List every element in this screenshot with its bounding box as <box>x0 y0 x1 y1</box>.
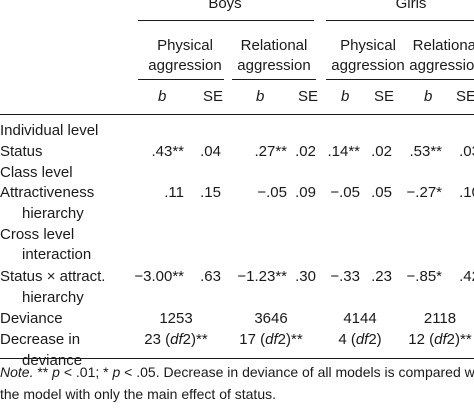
row-label: Deviance <box>0 310 63 327</box>
table-cell: 1253 <box>159 310 193 327</box>
table-cell: .02 <box>371 143 392 160</box>
table-cell: .53** <box>409 143 442 160</box>
group-rule-boys <box>138 20 314 21</box>
table-cell: .30 <box>295 268 316 285</box>
row-label: interaction <box>22 246 92 263</box>
table-cell: .11 <box>164 184 184 201</box>
table-cell: 2118 <box>423 310 457 327</box>
table-cell: 17 (df2)** <box>239 331 303 348</box>
table-cell: −.05 <box>257 184 287 201</box>
table-cell: −.85* <box>406 268 442 285</box>
table-note-line-1: Note. ** p < .01; * p < .05. Decrease in… <box>0 364 474 380</box>
table-cell: .15 <box>200 184 221 201</box>
stat-b-3: b <box>341 88 350 105</box>
table-cell: −.33 <box>330 268 360 285</box>
row-label: Class level <box>0 164 73 181</box>
group-header-girls: Girls <box>395 0 427 12</box>
header-rule <box>0 114 474 115</box>
table-cell: .02 <box>295 143 316 160</box>
table-cell: 4144 <box>343 310 377 327</box>
row-label: Decrease in <box>0 331 81 348</box>
subheader-rule-3 <box>326 79 404 80</box>
stat-b-4: b <box>424 88 433 105</box>
row-label: Individual level <box>0 122 99 139</box>
table-cell: −.27* <box>406 184 442 201</box>
subheader-rule-4 <box>404 79 474 80</box>
row-label: hierarchy <box>22 289 84 306</box>
row-label: Status × attract. <box>0 268 106 285</box>
group-header-boys: Boys <box>208 0 242 12</box>
stat-se-3: SE <box>374 88 395 105</box>
table-cell: 12 (df2)** <box>408 331 472 348</box>
table-cell: .09 <box>295 184 316 201</box>
bottom-rule <box>0 358 474 359</box>
subheader-boys-physical: Physical aggression <box>148 37 222 74</box>
table-cell: .63 <box>200 268 221 285</box>
subheader-rule-2 <box>232 79 316 80</box>
subheader-rule-1 <box>138 79 224 80</box>
table-cell: .27** <box>254 143 287 160</box>
group-rule-girls <box>326 20 474 21</box>
table-cell: −.05 <box>330 184 360 201</box>
stat-b-2: b <box>256 88 265 105</box>
stat-se-4: SE <box>456 88 474 105</box>
table-cell: .14** <box>327 143 360 160</box>
subheader-girls-physical: Physical aggression <box>331 37 405 74</box>
table-cell: 23 (df2)** <box>144 331 208 348</box>
table-note-line-2: the model with only the main effect of s… <box>0 386 277 402</box>
table-cell: .10 <box>459 184 474 201</box>
stat-b-1: b <box>158 88 167 105</box>
row-label: Status <box>0 143 43 160</box>
row-label: deviance <box>22 352 83 369</box>
table-cell: −3.00** <box>134 268 184 285</box>
table-cell: .04 <box>200 143 221 160</box>
table-cell: .03 <box>459 143 474 160</box>
table-cell: .05 <box>371 184 392 201</box>
table-cell: −1.23** <box>237 268 287 285</box>
table-cell: 3646 <box>254 310 288 327</box>
row-label: hierarchy <box>22 205 84 222</box>
table-cell: .23 <box>371 268 392 285</box>
table-cell: 4 (df2) <box>338 331 382 348</box>
table-cell: .42 <box>459 268 474 285</box>
stat-se-2: SE <box>298 88 319 105</box>
row-label: Attractiveness <box>0 184 95 201</box>
row-label: Cross level <box>0 226 75 243</box>
subheader-boys-relational: Relational aggression <box>237 37 311 74</box>
stat-se-1: SE <box>203 88 224 105</box>
table-cell: .43** <box>151 143 184 160</box>
